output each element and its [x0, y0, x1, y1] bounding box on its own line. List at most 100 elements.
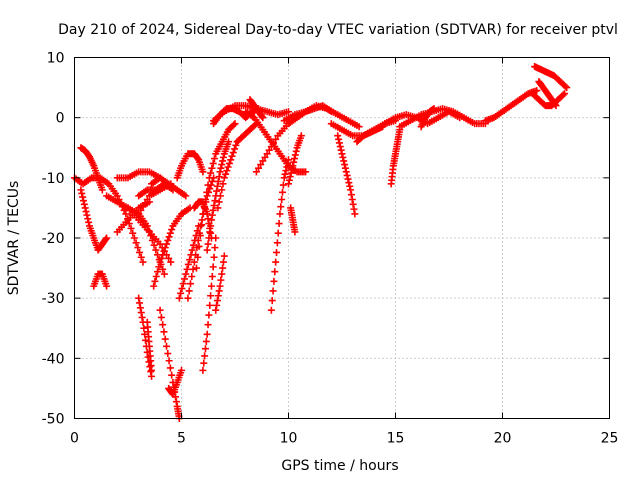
data-point	[209, 263, 217, 271]
data-point	[280, 174, 288, 182]
series-arc-44	[528, 90, 569, 110]
grid-lines	[74, 57, 610, 419]
data-point	[159, 251, 167, 259]
data-point	[137, 253, 145, 261]
data-point	[134, 244, 142, 252]
data-point	[207, 292, 215, 300]
data-point	[160, 270, 168, 278]
data-point	[533, 87, 541, 95]
data-point	[200, 203, 208, 211]
data-point	[219, 180, 227, 188]
series-arc-40	[396, 105, 489, 131]
data-point	[205, 311, 213, 319]
data-point	[218, 161, 226, 169]
series-arc-12	[143, 318, 156, 374]
series-arc-17	[173, 150, 207, 182]
x-tick-label: 20	[494, 431, 512, 447]
x-tick-label: 10	[280, 431, 298, 447]
data-point	[147, 232, 155, 240]
data-point	[98, 186, 106, 194]
data-point	[211, 244, 219, 252]
data-point	[219, 258, 227, 266]
data-point	[142, 336, 150, 344]
data-point	[80, 200, 88, 208]
data-point	[336, 143, 344, 151]
data-point	[351, 210, 359, 218]
data-point	[223, 167, 231, 175]
data-point	[271, 268, 279, 276]
data-point	[270, 139, 278, 147]
data-point	[186, 256, 194, 264]
data-point	[259, 114, 267, 122]
data-point	[552, 102, 560, 110]
data-point	[201, 352, 209, 360]
data-point	[225, 159, 233, 167]
data-point	[215, 173, 223, 181]
data-point	[204, 321, 212, 329]
data-point	[222, 170, 230, 178]
data-point	[206, 185, 214, 193]
data-point	[207, 282, 215, 290]
y-tick-label: -20	[42, 231, 65, 247]
series-arc-42	[481, 87, 541, 125]
series-arc-04	[90, 270, 111, 290]
data-point	[285, 156, 292, 164]
data-point	[190, 258, 198, 266]
data-point	[137, 206, 145, 214]
series-arc-31	[267, 156, 292, 314]
chart-title: Day 210 of 2024, Sidereal Day-to-day VTE…	[58, 22, 618, 38]
data-point	[218, 186, 226, 194]
data-point	[129, 229, 137, 237]
data-point	[194, 236, 202, 244]
data-point	[204, 215, 212, 223]
data-point	[337, 146, 345, 154]
series-arc-33	[287, 204, 299, 236]
data-point	[346, 182, 354, 190]
data-point	[341, 164, 349, 172]
data-point	[344, 175, 352, 183]
data-point	[147, 368, 155, 376]
data-point	[270, 277, 278, 285]
series-arc-43	[531, 63, 571, 92]
data-point	[347, 186, 355, 194]
data-point	[561, 82, 569, 90]
data-point	[230, 121, 238, 129]
data-point	[150, 241, 158, 249]
data-point	[208, 211, 216, 219]
data-point	[430, 105, 438, 113]
data-point	[290, 155, 298, 163]
data-point	[220, 174, 228, 182]
data-point	[188, 273, 196, 281]
data-point	[197, 222, 205, 230]
data-point	[113, 192, 121, 200]
data-point	[297, 132, 305, 140]
data-point	[137, 309, 145, 317]
data-point	[132, 239, 140, 247]
data-point	[219, 264, 227, 272]
data-point	[78, 189, 86, 197]
data-point	[201, 345, 209, 353]
data-point	[265, 146, 273, 154]
data-point	[195, 242, 203, 250]
data-point	[127, 224, 135, 232]
data-point	[217, 164, 225, 172]
data-point	[179, 280, 187, 288]
data-point	[166, 229, 174, 237]
data-point	[214, 204, 222, 212]
data-point	[279, 181, 287, 189]
data-point	[148, 236, 156, 244]
data-point	[208, 273, 216, 281]
data-point	[255, 164, 263, 172]
data-point	[207, 216, 215, 224]
data-point	[216, 282, 224, 290]
data-point	[261, 153, 269, 161]
data-point	[148, 366, 156, 374]
data-point	[167, 258, 175, 266]
data-point	[163, 240, 171, 248]
data-point	[198, 221, 206, 229]
data-point	[290, 158, 298, 166]
x-tick-labels: 0 5 10 15 20 25	[70, 431, 618, 447]
series-arc-23	[203, 138, 233, 254]
data-point	[292, 147, 300, 155]
data-point	[273, 248, 281, 256]
